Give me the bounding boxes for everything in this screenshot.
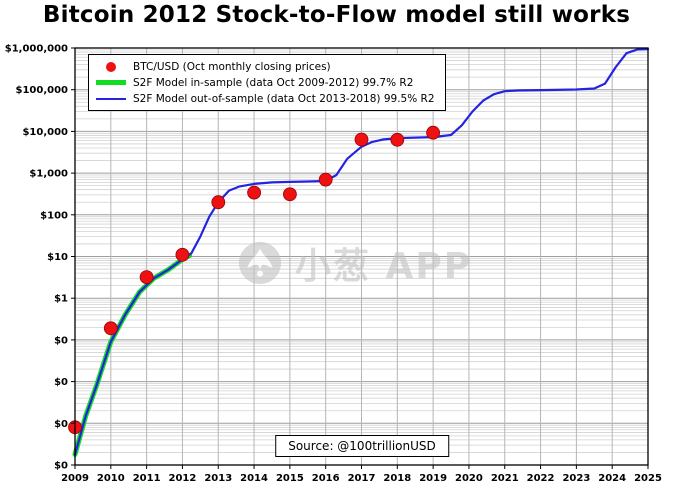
legend-label-btc: BTC/USD (Oct monthly closing prices)	[133, 60, 331, 73]
legend-label-insample: S2F Model in-sample (data Oct 2009-2012)…	[133, 76, 414, 89]
x-tick-label: 2010	[97, 473, 125, 484]
btc-price-dot	[139, 270, 154, 285]
x-tick-label: 2025	[634, 473, 662, 484]
y-tick-label: $0	[54, 419, 68, 430]
x-tick-label: 2019	[419, 473, 447, 484]
legend: BTC/USD (Oct monthly closing prices) S2F…	[88, 54, 446, 111]
x-tick-label: 2018	[383, 473, 411, 484]
y-tick-label: $1,000,000	[5, 44, 68, 55]
x-tick-label: 2021	[491, 473, 519, 484]
legend-marker	[96, 61, 126, 72]
y-tick-label: $10	[47, 252, 68, 263]
y-tick-label: $1	[54, 294, 68, 305]
btc-price-dot	[426, 125, 441, 140]
x-tick-label: 2013	[204, 473, 232, 484]
y-tick-label: $100,000	[15, 85, 68, 96]
legend-item-btc: BTC/USD (Oct monthly closing prices)	[96, 60, 435, 73]
btc-price-dot	[247, 185, 262, 200]
btc-price-dot	[318, 172, 333, 187]
chart-title: Bitcoin 2012 Stock-to-Flow model still w…	[42, 2, 631, 28]
btc-price-dot	[354, 132, 369, 147]
x-tick-label: 2017	[348, 473, 376, 484]
y-tick-label: $0	[54, 377, 68, 388]
y-tick-label: $1,000	[29, 169, 68, 180]
btc-price-dot	[103, 321, 118, 336]
legend-item-insample: S2F Model in-sample (data Oct 2009-2012)…	[96, 76, 435, 89]
x-tick-label: 2022	[527, 473, 555, 484]
legend-item-outsample: S2F Model out-of-sample (data Oct 2013-2…	[96, 92, 435, 105]
plot-area	[75, 48, 648, 465]
x-tick-label: 2014	[240, 473, 268, 484]
x-tick-label: 2020	[455, 473, 483, 484]
x-tick-label: 2009	[61, 473, 89, 484]
btc-price-dot	[390, 132, 405, 147]
insample-line-marker	[96, 80, 126, 85]
btc-dot-marker	[106, 61, 116, 72]
y-tick-label: $0	[54, 335, 68, 346]
y-tick-label: $10,000	[22, 127, 68, 138]
source-label: Source: @100trillionUSD	[275, 435, 449, 457]
y-tick-label: $0	[54, 461, 68, 472]
x-tick-label: 2024	[598, 473, 626, 484]
btc-price-dot	[211, 195, 226, 210]
x-tick-label: 2012	[169, 473, 197, 484]
x-tick-label: 2011	[133, 473, 161, 484]
x-tick-label: 2023	[562, 473, 590, 484]
s2f-outsample-line	[73, 48, 650, 456]
legend-marker	[96, 80, 126, 85]
legend-marker	[96, 97, 126, 100]
legend-label-outsample: S2F Model out-of-sample (data Oct 2013-2…	[133, 92, 435, 105]
x-tick-label: 2016	[312, 473, 340, 484]
y-tick-label: $100	[40, 210, 68, 221]
btc-price-dot	[282, 187, 297, 202]
outsample-line-marker	[96, 97, 126, 100]
btc-price-dot	[175, 247, 190, 262]
x-tick-label: 2015	[276, 473, 304, 484]
